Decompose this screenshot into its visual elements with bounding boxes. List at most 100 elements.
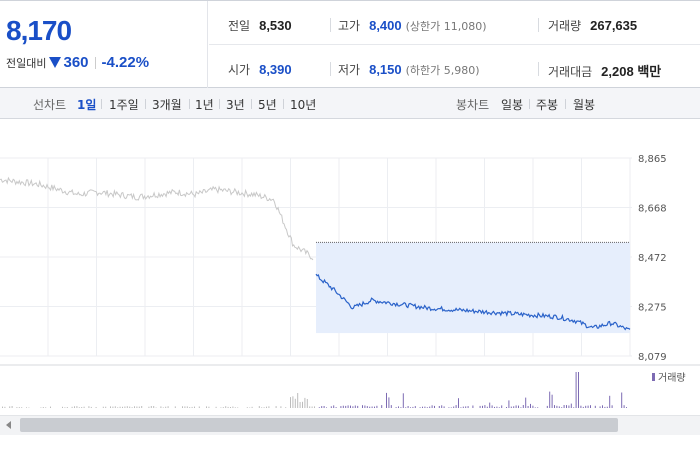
stat-label: 거래대금 (548, 65, 593, 79)
stat-low: 저가 8,150 (하한가 5,980) (338, 61, 480, 78)
volume-bar (83, 406, 85, 408)
volume-bar (381, 405, 383, 408)
volume-bar (333, 405, 335, 408)
volume-bar (90, 406, 92, 408)
volume-bar (340, 406, 342, 408)
period-3y[interactable]: 3년 (226, 98, 245, 112)
volume-bar (369, 406, 371, 408)
volume-bar (126, 406, 128, 408)
volume-bar (225, 406, 227, 408)
volume-bar (599, 406, 601, 408)
volume-bar (342, 405, 344, 408)
volume-bar (575, 372, 577, 408)
volume-bar (345, 405, 347, 408)
volume-bar (138, 406, 140, 408)
volume-bar (66, 407, 68, 408)
volume-bar (40, 407, 42, 408)
volume-bar (323, 406, 325, 408)
volume-bar (150, 406, 152, 408)
volume-bar (606, 406, 608, 408)
volume-bar (350, 405, 351, 408)
period-10y[interactable]: 10년 (290, 98, 317, 112)
volume-bar (508, 400, 510, 408)
volume-bar (551, 394, 553, 408)
volume-bar (335, 407, 337, 408)
divider (330, 62, 331, 76)
volume-bar (434, 405, 435, 408)
volume-bar (28, 407, 30, 408)
volume-bar (306, 399, 308, 408)
volume-bar (563, 405, 565, 408)
scroll-thumb[interactable] (20, 418, 618, 432)
volume-bar (352, 406, 354, 408)
volume-bar (561, 407, 563, 408)
scroll-left-icon[interactable] (6, 421, 11, 429)
volume-bar (506, 407, 507, 408)
volume-legend-label: 거래량 (658, 372, 686, 384)
volume-bar (376, 405, 378, 408)
volume-bar (304, 397, 306, 408)
volume-bar (184, 406, 186, 408)
volume-bar (136, 406, 138, 408)
volume-bar (129, 406, 131, 408)
y-tick-label: 8,275 (638, 303, 667, 314)
volume-bar (448, 407, 450, 408)
stat-value: 2,208 백만 (601, 64, 662, 79)
volume-bar (191, 406, 193, 408)
volume-bar (402, 393, 404, 408)
volume-bar (198, 406, 200, 408)
volume-bar (160, 406, 162, 408)
volume-bar (590, 405, 591, 408)
candle-weekly[interactable]: 주봉 (536, 98, 559, 112)
volume-bar (532, 405, 534, 408)
volume-bar (398, 406, 399, 408)
volume-bar (364, 405, 366, 408)
chart-scrollbar[interactable] (0, 415, 700, 435)
period-1y[interactable]: 1년 (195, 98, 214, 112)
volume-bar (534, 407, 536, 408)
volume-bar (587, 405, 589, 408)
divider (529, 99, 530, 109)
volume-bars (2, 372, 627, 408)
volume-bar (496, 406, 498, 408)
volume-bar (234, 407, 236, 408)
volume-bar (222, 407, 224, 408)
volume-bar (167, 406, 169, 408)
volume-bar (458, 398, 459, 408)
volume-bar (510, 406, 512, 408)
stat-label: 고가 (338, 19, 361, 33)
volume-bar (554, 405, 555, 408)
volume-bar (194, 406, 195, 408)
volume-bar (366, 406, 368, 408)
volume-bar (460, 407, 462, 408)
volume-bar (573, 407, 575, 408)
candle-daily[interactable]: 일봉 (501, 98, 524, 112)
volume-bar (131, 407, 133, 408)
volume-bar (498, 407, 500, 408)
volume-bar (76, 406, 78, 408)
volume-legend-swatch (652, 373, 655, 381)
y-tick-label: 8,472 (638, 253, 667, 264)
candle-monthly[interactable]: 월봉 (573, 98, 596, 112)
volume-bar (518, 405, 519, 408)
period-1d[interactable]: 1일 (77, 98, 97, 112)
volume-bar (570, 403, 572, 408)
volume-bar (232, 406, 234, 408)
volume-bar (513, 406, 515, 408)
volume-bar (501, 405, 503, 408)
price-chart[interactable]: 8,865 8,668 8,472 8,275 8,079 거래량 (0, 120, 700, 416)
period-3m[interactable]: 3개월 (152, 98, 182, 112)
period-5y[interactable]: 5년 (258, 98, 277, 112)
volume-bar (455, 405, 457, 408)
volume-bar (50, 406, 51, 408)
line-chart-label: 선차트 (33, 98, 67, 112)
volume-bar (568, 405, 570, 408)
y-tick-label: 8,668 (638, 204, 667, 215)
stat-label: 저가 (338, 63, 361, 77)
volume-bar (594, 405, 596, 408)
period-1w[interactable]: 1주일 (109, 98, 139, 112)
volume-bar (141, 406, 143, 408)
volume-bar (227, 406, 229, 408)
volume-bar (261, 407, 263, 408)
volume-bar (162, 407, 164, 408)
